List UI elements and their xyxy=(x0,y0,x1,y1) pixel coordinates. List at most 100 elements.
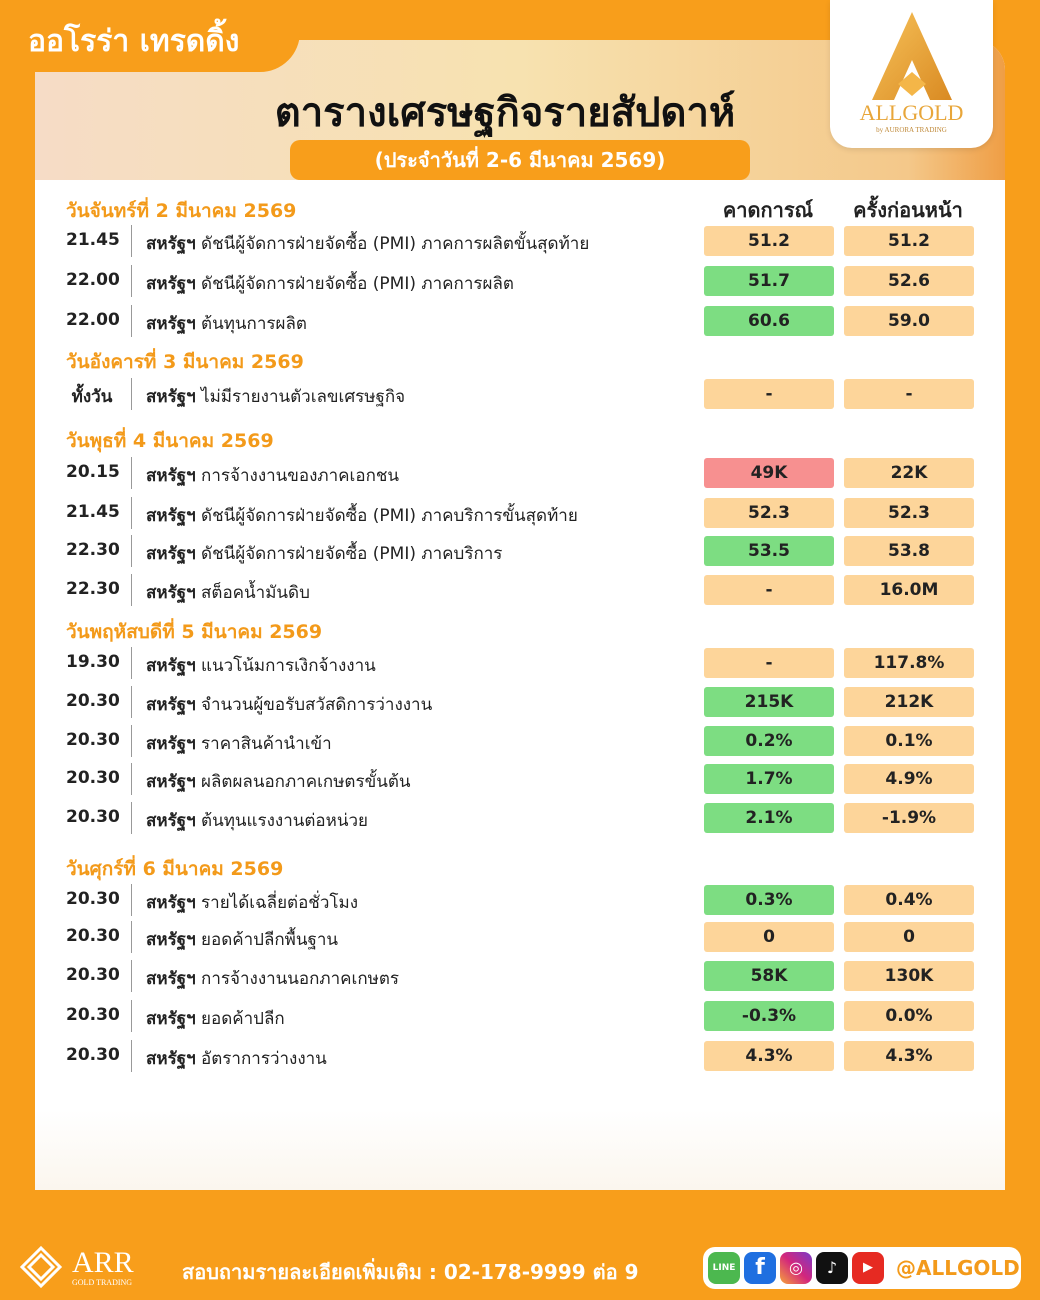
facebook-icon[interactable]: f xyxy=(744,1252,776,1284)
youtube-icon[interactable]: ▶ xyxy=(852,1252,884,1284)
event-country: สหรัฐฯ xyxy=(146,314,196,334)
event-title: ต้นทุนแรงงานต่อหน่วย xyxy=(201,811,368,831)
day-header: วันศุกร์ที่ 6 มีนาคม 2569 xyxy=(66,858,284,880)
divider xyxy=(131,763,132,795)
event-time: 22.00 xyxy=(66,310,120,330)
previous-value: -1.9% xyxy=(844,803,974,833)
event-country: สหรัฐฯ xyxy=(146,544,196,564)
event-time: 20.30 xyxy=(66,768,120,788)
arr-name: ARR xyxy=(72,1245,134,1279)
forecast-value: 4.3% xyxy=(704,1041,834,1071)
event-country: สหรัฐฯ xyxy=(146,656,196,676)
table-row: ทั้งวัน สหรัฐฯ ไม่มีรายงานตัวเลขเศรษฐกิจ… xyxy=(66,378,976,410)
allgold-logo: ALLGOLD by AURORA TRADING xyxy=(830,0,993,148)
arr-logo: ARR GOLD TRADING xyxy=(20,1246,134,1288)
event-country: สหรัฐฯ xyxy=(146,583,196,603)
event-title: ราคาสินค้านำเข้า xyxy=(201,734,332,754)
event-title: ดัชนีผู้จัดการฝ่ายจัดซื้อ (PMI) ภาคบริกา… xyxy=(201,506,578,526)
day-header: วันพุธที่ 4 มีนาคม 2569 xyxy=(66,430,274,452)
forecast-value: - xyxy=(704,648,834,678)
event-time: 20.30 xyxy=(66,1045,120,1065)
event-name: สหรัฐฯ ดัชนีผู้จัดการฝ่ายจัดซื้อ (PMI) ภ… xyxy=(146,230,589,257)
previous-value: 51.2 xyxy=(844,226,974,256)
forecast-value: 51.7 xyxy=(704,266,834,296)
table-row: 20.30 สหรัฐฯ ราคาสินค้านำเข้า 0.2% 0.1% xyxy=(66,725,976,757)
event-name: สหรัฐฯ สต็อคน้ำมันดิบ xyxy=(146,579,310,606)
event-name: สหรัฐฯ แนวโน้มการเงิกจ้างงาน xyxy=(146,652,376,679)
forecast-value: 49K xyxy=(704,458,834,488)
logo-text: ALLGOLD xyxy=(859,100,964,125)
event-name: สหรัฐฯ อัตราการว่างงาน xyxy=(146,1045,327,1072)
previous-value: 53.8 xyxy=(844,536,974,566)
forecast-value: 215K xyxy=(704,687,834,717)
forecast-value: 0 xyxy=(704,922,834,952)
previous-value: 130K xyxy=(844,961,974,991)
table-row: 20.30 สหรัฐฯ ยอดค้าปลีกพื้นฐาน 0 0 xyxy=(66,921,976,953)
event-name: สหรัฐฯ ดัชนีผู้จัดการฝ่ายจัดซื้อ (PMI) ภ… xyxy=(146,502,578,529)
event-country: สหรัฐฯ xyxy=(146,274,196,294)
date-range-badge: (ประจำวันที่ 2-6 มีนาคม 2569) xyxy=(290,140,750,180)
table-row: 21.45 สหรัฐฯ ดัชนีผู้จัดการฝ่ายจัดซื้อ (… xyxy=(66,497,976,529)
forecast-value: 58K xyxy=(704,961,834,991)
forecast-value: 1.7% xyxy=(704,764,834,794)
day-header: วันจันทร์ที่ 2 มีนาคม 2569 xyxy=(66,200,297,222)
divider xyxy=(131,884,132,916)
event-time: 20.30 xyxy=(66,889,120,909)
previous-value: 0.1% xyxy=(844,726,974,756)
divider xyxy=(131,497,132,529)
table-row: 20.30 สหรัฐฯ จำนวนผู้ขอรับสวัสดิการว่างง… xyxy=(66,686,976,718)
table-row: 20.15 สหรัฐฯ การจ้างงานของภาคเอกชน 49K 2… xyxy=(66,457,976,489)
table-row: 19.30 สหรัฐฯ แนวโน้มการเงิกจ้างงาน - 117… xyxy=(66,647,976,679)
table-row: 22.00 สหรัฐฯ ดัชนีผู้จัดการฝ่ายจัดซื้อ (… xyxy=(66,265,976,297)
previous-value: 0 xyxy=(844,922,974,952)
table-row: 20.30 สหรัฐฯ ต้นทุนแรงงานต่อหน่วย 2.1% -… xyxy=(66,802,976,834)
event-title: การจ้างงานนอกภาคเกษตร xyxy=(201,969,400,989)
event-title: ผลิตผลนอกภาคเกษตรขั้นต้น xyxy=(201,772,411,792)
event-name: สหรัฐฯ ดัชนีผู้จัดการฝ่ายจัดซื้อ (PMI) ภ… xyxy=(146,540,502,567)
forecast-value: -0.3% xyxy=(704,1001,834,1031)
table-row: 22.00 สหรัฐฯ ต้นทุนการผลิต 60.6 59.0 xyxy=(66,305,976,337)
tiktok-icon[interactable]: ♪ xyxy=(816,1252,848,1284)
previous-value: - xyxy=(844,379,974,409)
divider xyxy=(131,1000,132,1032)
event-country: สหรัฐฯ xyxy=(146,1049,196,1069)
event-country: สหรัฐฯ xyxy=(146,893,196,913)
social-handle[interactable]: @ALLGOLD xyxy=(896,1256,1020,1280)
forecast-value: 2.1% xyxy=(704,803,834,833)
event-time: 22.00 xyxy=(66,270,120,290)
event-name: สหรัฐฯ ต้นทุนแรงงานต่อหน่วย xyxy=(146,807,368,834)
forecast-value: 51.2 xyxy=(704,226,834,256)
divider xyxy=(131,457,132,489)
divider xyxy=(131,574,132,606)
event-country: สหรัฐฯ xyxy=(146,930,196,950)
previous-value: 4.9% xyxy=(844,764,974,794)
event-time: 20.30 xyxy=(66,926,120,946)
event-title: ยอดค้าปลีก xyxy=(201,1009,285,1029)
event-title: ดัชนีผู้จัดการฝ่ายจัดซื้อ (PMI) ภาคบริกา… xyxy=(201,544,503,564)
event-country: สหรัฐฯ xyxy=(146,969,196,989)
event-country: สหรัฐฯ xyxy=(146,772,196,792)
event-time: 21.45 xyxy=(66,502,120,522)
event-time: 22.30 xyxy=(66,579,120,599)
instagram-icon[interactable]: ◎ xyxy=(780,1252,812,1284)
previous-value: 16.0M xyxy=(844,575,974,605)
event-name: สหรัฐฯ ยอดค้าปลีกพื้นฐาน xyxy=(146,926,338,953)
event-country: สหรัฐฯ xyxy=(146,734,196,754)
divider xyxy=(131,1040,132,1072)
event-time: 21.45 xyxy=(66,230,120,250)
event-title: แนวโน้มการเงิกจ้างงาน xyxy=(201,656,376,676)
table-row: 20.30 สหรัฐฯ การจ้างงานนอกภาคเกษตร 58K 1… xyxy=(66,960,976,992)
event-title: ยอดค้าปลีกพื้นฐาน xyxy=(201,930,339,950)
event-title: การจ้างงานของภาคเอกชน xyxy=(201,466,400,486)
brand-name: ออโรร่า เทรดดิ้ง xyxy=(0,0,300,72)
event-name: สหรัฐฯ ไม่มีรายงานตัวเลขเศรษฐกิจ xyxy=(146,383,405,410)
event-name: สหรัฐฯ จำนวนผู้ขอรับสวัสดิการว่างงาน xyxy=(146,691,432,718)
event-title: สต็อคน้ำมันดิบ xyxy=(201,583,310,603)
contact-text: สอบถามรายละเอียดเพิ่มเติม : 02-178-9999 … xyxy=(182,1260,639,1284)
divider xyxy=(131,378,132,410)
forecast-value: 0.2% xyxy=(704,726,834,756)
table-row: 20.30 สหรัฐฯ ผลิตผลนอกภาคเกษตรขั้นต้น 1.… xyxy=(66,763,976,795)
previous-value: 4.3% xyxy=(844,1041,974,1071)
event-name: สหรัฐฯ ยอดค้าปลีก xyxy=(146,1005,285,1032)
line-icon[interactable]: LINE xyxy=(708,1252,740,1284)
